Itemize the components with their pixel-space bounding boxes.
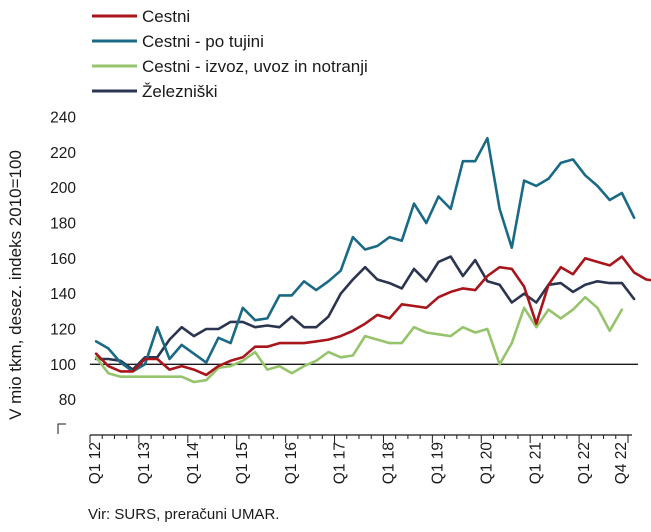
series-line-cestni-po-tujini	[94, 136, 636, 373]
source-note: Vir: SURS, preračuni UMAR.	[88, 506, 280, 523]
x-tick-label: Q1 22	[576, 442, 593, 484]
x-tick-label: Q1 21	[527, 442, 544, 484]
y-tick-label: 220	[50, 145, 76, 162]
y-tick-label: 160	[50, 251, 76, 268]
axis-break-icon	[57, 423, 66, 434]
y-tick-label: 80	[59, 392, 77, 409]
x-tick-label: Q1 12	[87, 442, 104, 484]
x-tick-label: Q1 18	[381, 442, 398, 484]
x-tick-label: Q1 15	[234, 442, 251, 484]
x-tick-label: Q1 13	[136, 442, 153, 484]
series-line-cestni-izvoz-uvoz-in-notranji	[94, 295, 624, 384]
legend-item-cestni: Cestni	[92, 7, 190, 26]
x-tick-label: Q1 17	[332, 442, 349, 484]
y-tick-label: 140	[50, 286, 76, 303]
chart-legend: Cestni Cestni - po tujini Cestni - izvoz, …	[92, 7, 368, 101]
y-tick-label: 180	[50, 216, 76, 233]
y-axis: 80 100 120 140 160 180 200 220 240	[50, 110, 77, 434]
legend-label: Cestni	[142, 7, 190, 26]
y-tick-label: 200	[50, 180, 76, 197]
x-tick-label: Q1 19	[429, 442, 446, 484]
legend-item-cestni-izvoz-uvoz-in-notranji: Cestni - izvoz, uvoz in notranji	[92, 57, 368, 76]
x-tick-label: Q1 14	[185, 442, 202, 485]
y-tick-label: 240	[50, 110, 76, 127]
x-tick-label: Q1 16	[283, 442, 300, 484]
plot-area	[90, 136, 651, 384]
legend-item-zelezniski: Železniški	[92, 82, 218, 101]
y-tick-label: 100	[50, 357, 76, 374]
x-axis: Q1 12 Q1 13 Q1 14 Q1 15 Q1 16 Q1 17 Q1 18 Q1 19…	[87, 434, 632, 485]
legend-item-cestni-po-tujini: Cestni - po tujini	[92, 32, 264, 51]
legend-label: Železniški	[142, 82, 218, 101]
series-line-zelezniski	[94, 255, 636, 371]
legend-label: Cestni - izvoz, uvoz in notranji	[142, 57, 368, 76]
series-line-cestni	[94, 255, 651, 377]
y-tick-label: 120	[50, 322, 76, 339]
legend-label: Cestni - po tujini	[142, 32, 264, 51]
x-tick-label: Q4 22	[613, 442, 630, 484]
y-axis-label: V mio tkm, desez. indeks 2010=100	[6, 150, 25, 420]
x-tick-label: Q1 20	[478, 442, 495, 485]
